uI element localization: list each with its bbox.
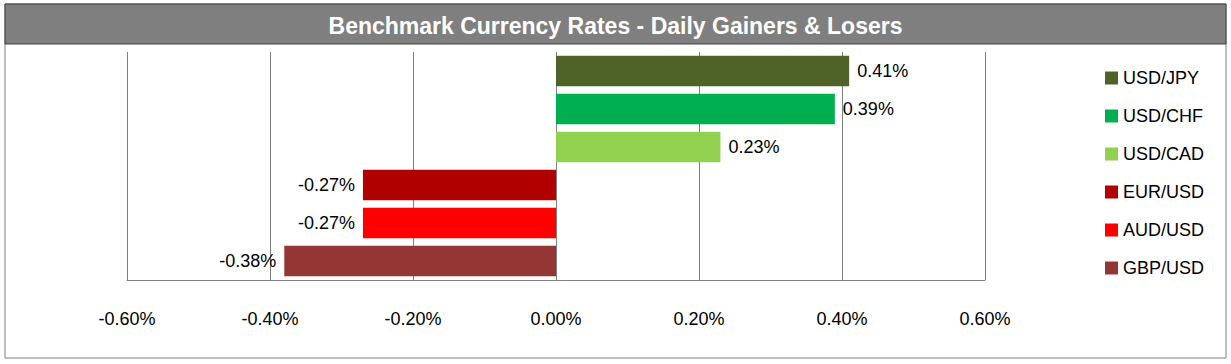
- svg-text:-0.27%: -0.27%: [298, 213, 355, 233]
- svg-text:Benchmark Currency Rates - Dai: Benchmark Currency Rates - Daily Gainers…: [329, 13, 903, 39]
- svg-text:USD/CHF: USD/CHF: [1123, 106, 1203, 126]
- svg-text:0.23%: 0.23%: [728, 137, 779, 157]
- svg-text:0.60%: 0.60%: [959, 309, 1010, 329]
- svg-text:0.39%: 0.39%: [843, 99, 894, 119]
- svg-text:GBP/USD: GBP/USD: [1123, 258, 1204, 278]
- svg-text:0.40%: 0.40%: [816, 309, 867, 329]
- svg-text:EUR/USD: EUR/USD: [1123, 182, 1204, 202]
- svg-text:USD/JPY: USD/JPY: [1123, 68, 1199, 88]
- svg-text:0.20%: 0.20%: [673, 309, 724, 329]
- svg-text:-0.27%: -0.27%: [298, 175, 355, 195]
- svg-text:-0.40%: -0.40%: [241, 309, 298, 329]
- svg-text:-0.20%: -0.20%: [384, 309, 441, 329]
- svg-text:AUD/USD: AUD/USD: [1123, 220, 1204, 240]
- svg-text:USD/CAD: USD/CAD: [1123, 144, 1204, 164]
- svg-text:0.00%: 0.00%: [530, 309, 581, 329]
- svg-text:-0.60%: -0.60%: [98, 309, 155, 329]
- svg-text:0.41%: 0.41%: [857, 61, 908, 81]
- svg-text:-0.38%: -0.38%: [219, 251, 276, 271]
